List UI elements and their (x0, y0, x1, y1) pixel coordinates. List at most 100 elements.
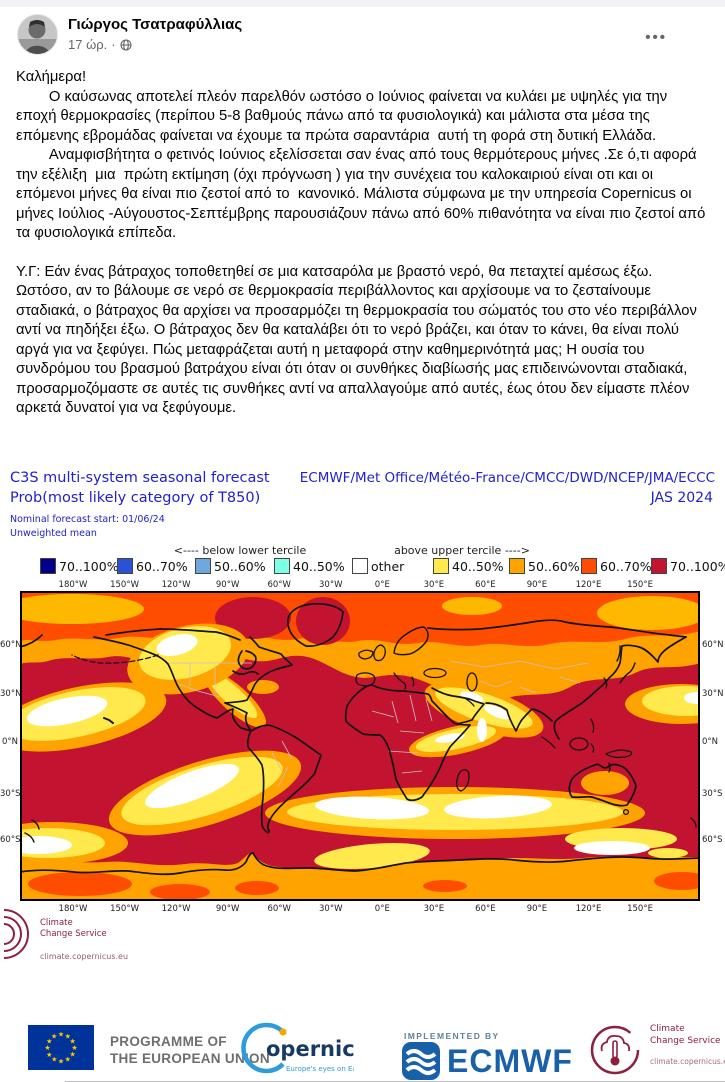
eu-flag-star: ★ (51, 1032, 57, 1040)
latitude-tick-label: 0°N (1, 737, 18, 747)
post-paragraph: Ο καύσωνας αποτελεί πλεόν παρελθόν ωστόσ… (16, 88, 672, 144)
legend-label: 50..60% (214, 558, 266, 574)
longitude-tick-label: 0°E (374, 904, 390, 914)
longitude-tick-label: 30°E (423, 904, 445, 914)
eu-flag-star: ★ (58, 1031, 64, 1039)
legend-item: 70..100% (651, 558, 725, 574)
copernicus-wordmark: opernicus (266, 1037, 354, 1061)
meta-separator: · (111, 37, 116, 52)
longitude-tick-label: 30°E (423, 580, 445, 590)
eu-flag-star: ★ (70, 1037, 76, 1045)
ccs-footer-text: Climate Change Service (650, 1023, 725, 1047)
longitude-tick-label: 120°E (575, 904, 602, 914)
longitude-tick-label: 30°W (319, 904, 343, 914)
eu-programme-label: PROGRAMME OF THE EUROPEAN UNION (110, 1033, 270, 1067)
longitude-tick-label: 180°W (58, 580, 88, 590)
legend-label: 70..100% (59, 558, 119, 574)
legend-label: 40..50% (452, 558, 504, 574)
latitude-tick-label: 60°N (702, 640, 724, 650)
post-header: Γιώργος Τσατραφύλλιας 17 ώρ. · ••• (0, 7, 725, 63)
longitude-tick-label: 180°W (58, 904, 88, 914)
legend-swatch (117, 558, 133, 574)
map-border (20, 591, 700, 901)
legend-item: 50..60% (509, 558, 580, 574)
legend-item: 60..70% (581, 558, 652, 574)
longitude-tick-label: 60°W (267, 904, 291, 914)
legend-above-header: above upper tercile ----> (394, 544, 530, 557)
post-text: Καλήμερα! Ο καύσωνας αποτελεί πλεόν παρε… (0, 66, 725, 466)
map-color-fields (0, 591, 725, 901)
eu-flag-star: ★ (44, 1044, 50, 1052)
copernicus-logo: opernicus Europe's eyes on Earth (241, 1022, 354, 1074)
latitude-tick-label: 30°S (0, 789, 21, 799)
latitude-tick-label: 30°S (702, 789, 723, 799)
avatar[interactable] (17, 14, 58, 55)
author-name[interactable]: Γιώργος Τσατραφύλλιας (68, 16, 243, 33)
ccs-circle-icon (590, 1025, 640, 1075)
chart-title-line1: C3S multi-system seasonal forecast (10, 470, 270, 486)
globe-audience-icon (120, 38, 132, 51)
post-meta: 17 ώρ. · (68, 37, 132, 52)
legend-label: 50..60% (528, 558, 580, 574)
legend-item: 40..50% (274, 558, 345, 574)
legend-swatch (509, 558, 525, 574)
post-paragraph: Καλήμερα! (16, 69, 87, 85)
longitude-tick-label: 30°W (319, 580, 343, 590)
ecmwf-logo: ECMWF (402, 1042, 573, 1080)
ccs-footer-line2: Change Service (650, 1036, 721, 1046)
latitude-tick-label: 0°N (702, 737, 719, 747)
legend-swatch (195, 558, 211, 574)
latitude-tick-label: 60°N (0, 640, 22, 650)
ccs-brand-line1: Climate (40, 918, 73, 928)
avatar-photo (18, 15, 57, 54)
eu-flag-star: ★ (58, 1058, 64, 1066)
ccs-swirl-icon (3, 909, 29, 959)
legend-item: 70..100% (40, 558, 119, 574)
eu-flag-star: ★ (65, 1032, 71, 1040)
post-paragraph: Υ.Γ: Εάν ένας βάτραχος τοποθετηθεί σε μι… (16, 263, 702, 417)
legend-swatch (433, 558, 449, 574)
eu-flag-star: ★ (65, 1056, 71, 1064)
longitude-tick-label: 90°E (526, 580, 548, 590)
legend-item: other (352, 558, 404, 574)
eu-flag-star: ★ (71, 1044, 77, 1052)
legend-swatch (274, 558, 290, 574)
chart-title-line2: Prob(most likely category of T850) (10, 490, 261, 506)
post-timestamp[interactable]: 17 ώρ. (68, 37, 108, 52)
implemented-by-label: IMPLEMENTED BY (404, 1031, 500, 1041)
legend-label: 60..70% (600, 558, 652, 574)
logo-footer: ★ ★ ★ ★ ★ ★ ★ ★ ★ ★ ★ ★ PROGRAMME OF THE EUROPEAN U… (0, 1013, 725, 1082)
longitude-tick-label: 150°W (110, 904, 139, 914)
forecast-map (0, 591, 725, 901)
forecast-map-graphic (0, 591, 725, 901)
latitude-tick-label: 60°S (702, 835, 723, 845)
legend-label: 40..50% (293, 558, 345, 574)
chart-organisations: ECMWF/Met Office/Météo-France/CMCC/DWD/N… (299, 470, 715, 486)
longitude-tick-label: 150°E (627, 580, 653, 590)
eu-programme-line2: THE EUROPEAN UNION (110, 1051, 270, 1066)
longitude-tick-label: 60°E (475, 580, 496, 590)
eu-flag-star: ★ (70, 1051, 76, 1059)
legend-item: 40..50% (433, 558, 504, 574)
longitude-tick-label: 120°W (161, 580, 191, 590)
eu-flag: ★ ★★★★★★★★★★★ (28, 1025, 94, 1070)
eu-programme-line1: PROGRAMME OF (110, 1034, 227, 1049)
legend-label: 60..70% (136, 558, 188, 574)
ccs-footer-line1: Climate (650, 1024, 685, 1034)
more-options-button[interactable]: ••• (645, 29, 667, 46)
latitude-tick-label: 30°N (0, 689, 22, 699)
longitude-tick-label: 90°W (215, 580, 240, 590)
legend-below-header: <---- below lower tercile (173, 544, 307, 557)
ccs-footer-url: climate.copernicus.eu (650, 1057, 725, 1066)
page-top-strip (0, 0, 725, 7)
map-country-borders (170, 660, 589, 788)
legend-swatch (651, 558, 667, 574)
eu-flag-star: ★ (46, 1051, 52, 1059)
legend-label: 70..100% (670, 558, 725, 574)
post-attachment-image[interactable]: C3S multi-system seasonal forecast Prob(… (0, 468, 725, 1013)
longitude-tick-label: 120°W (161, 904, 191, 914)
svg-text:Europe's eyes on Earth: Europe's eyes on Earth (286, 1065, 354, 1073)
longitude-tick-label: 90°W (215, 904, 240, 914)
latitude-tick-label: 60°S (0, 835, 21, 845)
